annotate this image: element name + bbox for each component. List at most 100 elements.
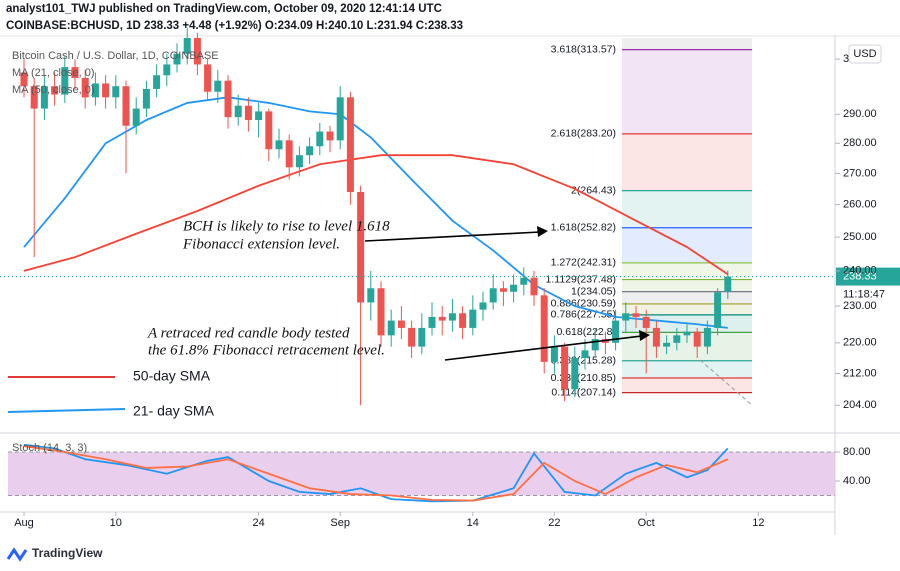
currency[interactable]: USD xyxy=(853,48,876,60)
candle-body xyxy=(234,105,242,118)
axes: 204.00 212.00 220.00 230.00 240.00 250.00 260.… xyxy=(14,53,876,529)
last-price-label: 238.33 xyxy=(843,271,877,283)
fib-label: 1.1129(237.48) xyxy=(546,273,616,285)
candle-body xyxy=(122,86,130,126)
last-price-box xyxy=(836,267,900,286)
candle-body xyxy=(622,313,630,321)
candle-body xyxy=(316,131,324,147)
candle-body xyxy=(469,309,477,328)
fib-label: 0.236(210.85) xyxy=(551,372,616,384)
candle-body xyxy=(612,320,620,343)
candle-body xyxy=(163,64,171,76)
candle-body xyxy=(357,191,365,303)
stoch-band xyxy=(8,452,835,496)
fib-band xyxy=(622,49,752,134)
fib-label: 1(234.05) xyxy=(571,285,616,297)
candle-body xyxy=(214,80,222,92)
y-tick-label: 220.00 xyxy=(843,337,877,349)
candle-body xyxy=(479,302,487,310)
candle-body xyxy=(255,111,263,120)
candle-body xyxy=(183,38,191,54)
candle-body xyxy=(336,97,344,141)
candle-body xyxy=(275,140,283,150)
candle-body xyxy=(724,276,732,292)
fib-band xyxy=(622,190,752,228)
candle-body xyxy=(703,327,711,347)
candle-body xyxy=(142,88,150,109)
candle-body xyxy=(530,277,538,296)
logo-icon xyxy=(6,547,28,562)
candle-body xyxy=(418,327,426,347)
candle-body xyxy=(642,316,650,328)
fib-band xyxy=(622,227,752,263)
candle-body xyxy=(438,316,446,321)
ma50-legend: MA (50, close, 0) xyxy=(12,84,95,96)
candle-body xyxy=(132,108,140,126)
candle-body xyxy=(81,77,89,98)
y-tick-label: 80.00 xyxy=(843,446,871,458)
arrow xyxy=(364,231,541,242)
x-tick-label: 22 xyxy=(548,517,560,529)
y-tick-label: 204.00 xyxy=(843,399,877,411)
candle-body xyxy=(591,339,599,351)
candle-body xyxy=(561,346,569,390)
y-tick-label: 40.00 xyxy=(843,475,871,487)
candle-body xyxy=(112,86,120,98)
fib-label: 0.786(227.55) xyxy=(551,309,616,321)
fib-label: 0.886(230.59) xyxy=(551,298,616,310)
fib-band xyxy=(622,377,752,393)
candle-body xyxy=(377,288,385,336)
y-tick-label: 212.00 xyxy=(843,367,877,379)
fib-band xyxy=(622,262,752,280)
price-pane: 238.33 11:18:47 xyxy=(0,27,900,406)
candle-body xyxy=(285,140,293,168)
candle-body xyxy=(265,111,273,150)
header-line2: COINBASE:BCHUSD, 1D 238.33 +4.48 (+1.92%… xyxy=(6,20,463,32)
fib-band xyxy=(622,291,752,304)
candle-body xyxy=(367,288,375,303)
fib-label: 1.272(242.31) xyxy=(551,257,616,269)
annotation: BCH is likely to rise to level 1.618 xyxy=(183,218,390,234)
stoch-pane xyxy=(8,443,835,503)
candle-body xyxy=(387,320,395,336)
countdown: 11:18:47 xyxy=(843,289,885,301)
fib-band xyxy=(622,279,752,292)
ma21-legend: MA (21, close, 0) xyxy=(12,67,95,79)
fib-band xyxy=(622,133,752,191)
candle-body xyxy=(102,83,110,98)
candle-body xyxy=(663,342,671,347)
sma-label: 50-day SMA xyxy=(133,368,211,384)
candle-body xyxy=(550,346,558,362)
x-tick-label: 10 xyxy=(110,517,122,529)
candle-body xyxy=(459,313,467,328)
candle-body xyxy=(51,86,59,95)
candle-body xyxy=(244,105,252,120)
y-tick-label: 230.00 xyxy=(843,300,877,312)
candle-body xyxy=(224,80,232,118)
candle-body xyxy=(306,146,314,156)
y-tick-label: 250.00 xyxy=(843,231,877,243)
fib-label: 0.114(207.14) xyxy=(551,386,616,398)
candle-body xyxy=(489,288,497,303)
candle-body xyxy=(30,86,38,109)
stoch-legend: Stoch (14, 3, 3) xyxy=(12,442,87,454)
fib-band xyxy=(622,38,752,50)
candle-body xyxy=(632,313,640,317)
sma-label: 21- day SMA xyxy=(133,403,215,419)
footer-brand: TradingView xyxy=(32,546,103,560)
candle-body xyxy=(428,316,436,328)
candle-body xyxy=(520,277,528,285)
currency-button[interactable] xyxy=(848,44,882,64)
candle-body xyxy=(693,331,701,347)
candle-body xyxy=(571,358,579,390)
x-tick-label: Sep xyxy=(330,517,350,529)
x-tick-label: 12 xyxy=(752,517,764,529)
arrow xyxy=(444,335,643,361)
candle-body xyxy=(40,86,48,109)
countdown-box xyxy=(836,285,900,304)
candle-body xyxy=(61,67,69,95)
candle-body xyxy=(408,327,416,347)
stoch-line xyxy=(23,445,729,502)
candle-body xyxy=(295,155,303,168)
